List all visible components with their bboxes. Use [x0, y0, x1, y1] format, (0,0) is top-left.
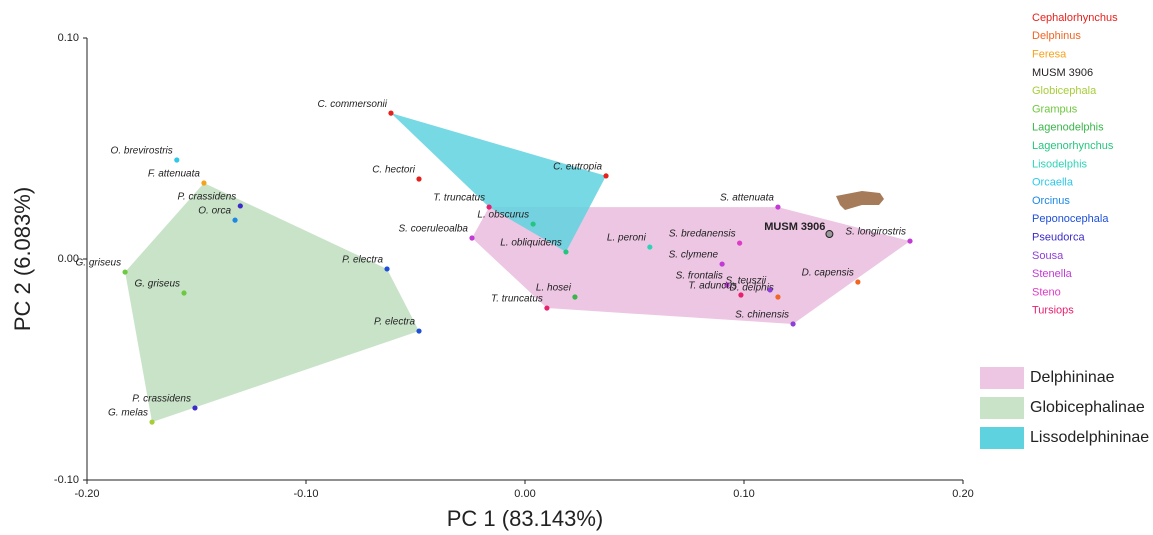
point [531, 221, 536, 226]
point-label: G. griseus [76, 258, 122, 269]
y-axis-title: PC 2 (6.083%) [10, 187, 35, 331]
legend-label: Grampus [1032, 103, 1078, 115]
y-tick-label: 0.10 [58, 32, 79, 44]
point-label: S. bredanensis [669, 229, 736, 240]
legend-label: Orcinus [1032, 195, 1070, 207]
point [416, 176, 421, 181]
point-label: P. electra [374, 317, 415, 328]
point-label: S. clymene [669, 250, 719, 261]
legend-label: Cephalorhynchus [1032, 12, 1118, 24]
x-tick-label: 0.10 [733, 488, 754, 500]
hull [125, 183, 419, 422]
point [388, 111, 393, 116]
point-label: G. melas [108, 408, 148, 419]
point-label: T. truncatus [491, 294, 543, 305]
x-tick-label: 0.20 [952, 488, 973, 500]
legend-label: Lagenorhynchus [1032, 140, 1114, 152]
point-label: T. aduncus [688, 281, 737, 292]
point [192, 405, 197, 410]
hull-legend-swatch [980, 397, 1024, 419]
point-label: P. electra [342, 255, 383, 266]
point [790, 321, 795, 326]
point-label: O. orca [198, 206, 231, 217]
point-label: L. hosei [536, 283, 572, 294]
point-label: F. attenuata [148, 169, 201, 180]
point-label: C. commersonii [318, 99, 388, 110]
x-tick-label: -0.20 [74, 488, 99, 500]
point [775, 294, 780, 299]
hull-legend-label: Lissodelphininae [1030, 429, 1149, 446]
point [647, 244, 652, 249]
legend-label: Tursiops [1032, 305, 1074, 317]
hull-layer [125, 113, 910, 422]
x-axis-title: PC 1 (83.143%) [447, 506, 604, 531]
point-label: O. brevirostris [111, 146, 173, 157]
point-label: L. obscurus [477, 210, 529, 221]
point [384, 266, 389, 271]
legend-label: Pseudorca [1032, 232, 1085, 244]
legend-label: Orcaella [1032, 177, 1074, 189]
legend-label: Delphinus [1032, 30, 1081, 42]
point [738, 292, 743, 297]
legend-label: Lagenodelphis [1032, 122, 1104, 134]
x-tick-label: 0.00 [514, 488, 535, 500]
point [232, 218, 237, 223]
point-label: S. chinensis [735, 310, 789, 321]
skull-icon [836, 191, 884, 210]
legend-label: MUSM 3906 [1032, 67, 1093, 79]
point [737, 240, 742, 245]
point [149, 419, 154, 424]
legend-label: Lisodelphis [1032, 158, 1088, 170]
legend-label: Globicephala [1032, 85, 1097, 97]
point [238, 203, 243, 208]
point [572, 294, 577, 299]
legend-label: Feresa [1032, 49, 1067, 61]
point-label: L. obliquidens [500, 238, 562, 249]
point [416, 328, 421, 333]
point [767, 287, 772, 292]
point [855, 279, 860, 284]
point-label: P. crassidens [178, 192, 237, 203]
y-tick-label: -0.10 [54, 474, 79, 486]
point-label: P. crassidens [132, 394, 191, 405]
point-label: G. griseus [134, 279, 180, 290]
point-label: S. longirostris [845, 227, 906, 238]
point-label: C. eutropia [553, 162, 602, 173]
legend-label: Stenella [1032, 268, 1073, 280]
point [123, 269, 128, 274]
legend-label: Steno [1032, 286, 1061, 298]
point [201, 180, 206, 185]
hull-legend-swatch [980, 367, 1024, 389]
x-tick-label: -0.10 [293, 488, 318, 500]
point [563, 249, 568, 254]
point [603, 173, 608, 178]
point [907, 238, 912, 243]
point [469, 235, 474, 240]
legend-label: Peponocephala [1032, 213, 1109, 225]
hull-legend-label: Delphininae [1030, 369, 1115, 386]
point [181, 290, 186, 295]
point-label: S. attenuata [720, 193, 774, 204]
point-label: S. coeruleoalba [399, 224, 469, 235]
point-label: L. peroni [607, 233, 647, 244]
hull-legend-swatch [980, 427, 1024, 449]
point-label: T. truncatus [433, 193, 485, 204]
legend-label: Sousa [1032, 250, 1064, 262]
point [174, 157, 179, 162]
point-label: MUSM 3906 [764, 221, 825, 233]
point [486, 204, 491, 209]
chart: PC 1 (83.143%) PC 2 (6.083%) -0.20 -0.10 0… [0, 0, 1153, 535]
point-label: C. hectori [372, 165, 416, 176]
hull-legend-label: Globicephalinae [1030, 399, 1145, 416]
point-label: D. capensis [802, 268, 854, 279]
point [720, 261, 725, 266]
point [544, 305, 549, 310]
point [826, 231, 833, 238]
point [775, 204, 780, 209]
